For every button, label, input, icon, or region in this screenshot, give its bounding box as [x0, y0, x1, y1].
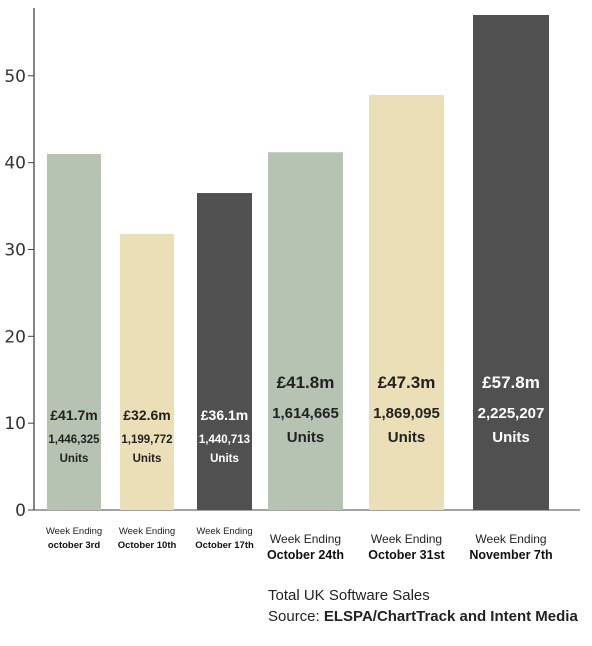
bar-value-label: £47.3m [378, 373, 436, 392]
x-tick-label-line2: october 3rd [48, 540, 100, 551]
bar-value-label: £57.8m [482, 373, 540, 392]
footer-title: Total UK Software Sales [268, 587, 430, 604]
bar-units-word: Units [492, 429, 530, 446]
chart-axes: 0 10 20 30 40 50 [4, 8, 580, 521]
bar-unit-count: 1,440,713 [199, 434, 250, 446]
bar-value-label: £41.8m [277, 373, 335, 392]
bar [120, 233, 174, 510]
chart-x-labels: Week Ending october 3rd Week Ending October… [46, 526, 553, 562]
y-tick-label: 40 [4, 154, 26, 174]
bar [369, 94, 444, 510]
footer-source-name: ELSPA/ChartTrack and Intent Media [323, 608, 578, 625]
bar-value-label: £32.6m [123, 407, 170, 423]
x-tick-label-line2: October 10th [118, 540, 177, 551]
chart-bar-labels: £41.7m 1,446,325 Units £32.6m 1,199,772 Units… [48, 373, 544, 465]
bar-unit-count: 1,446,325 [48, 434, 100, 446]
bar-units-word: Units [210, 453, 239, 465]
footer-source-prefix: Source: [268, 608, 324, 625]
bar [47, 153, 101, 510]
bar-value-label: £41.7m [50, 407, 97, 423]
bar [268, 152, 343, 511]
bar-units-word: Units [388, 429, 426, 446]
x-tick-label-line2: October 31st [368, 548, 445, 562]
x-tick-label-line1: Week Ending [46, 526, 102, 537]
bar-unit-count: 1,869,095 [373, 405, 440, 422]
x-tick-label-line1: Week Ending [270, 532, 341, 546]
chart-footer: Total UK Software Sales Source: ELSPA/Ch… [268, 585, 578, 627]
bar [473, 15, 549, 510]
bar-units-word: Units [60, 453, 89, 465]
bar-units-word: Units [287, 429, 325, 446]
x-tick-label-line1: Week Ending [475, 532, 546, 546]
bar-unit-count: 2,225,207 [478, 405, 545, 422]
footer-source: Source: ELSPA/ChartTrack and Intent Medi… [268, 606, 578, 627]
x-tick-label-line2: October 17th [195, 540, 254, 551]
bar-unit-count: 1,614,665 [272, 405, 339, 422]
bar-value-label: £36.1m [201, 407, 248, 423]
bar-units-word: Units [133, 453, 162, 465]
bar-chart: 0 10 20 30 40 50 £41.7m 1,446,325 Units £32.6m 1,… [4, 8, 580, 562]
x-tick-label-line1: Week Ending [119, 526, 175, 537]
y-tick-label: 0 [15, 501, 26, 521]
x-tick-label-line1: Week Ending [371, 532, 442, 546]
x-tick-label-line1: Week Ending [196, 526, 252, 537]
x-tick-label-line2: November 7th [469, 548, 552, 562]
bar-unit-count: 1,199,772 [121, 434, 172, 446]
bar [197, 193, 252, 511]
x-tick-label-line2: October 24th [267, 548, 344, 562]
chart-bars [47, 15, 549, 511]
y-tick-label: 10 [4, 414, 26, 434]
y-tick-label: 30 [4, 240, 26, 260]
y-tick-label: 50 [4, 67, 26, 87]
y-tick-label: 20 [4, 327, 26, 347]
